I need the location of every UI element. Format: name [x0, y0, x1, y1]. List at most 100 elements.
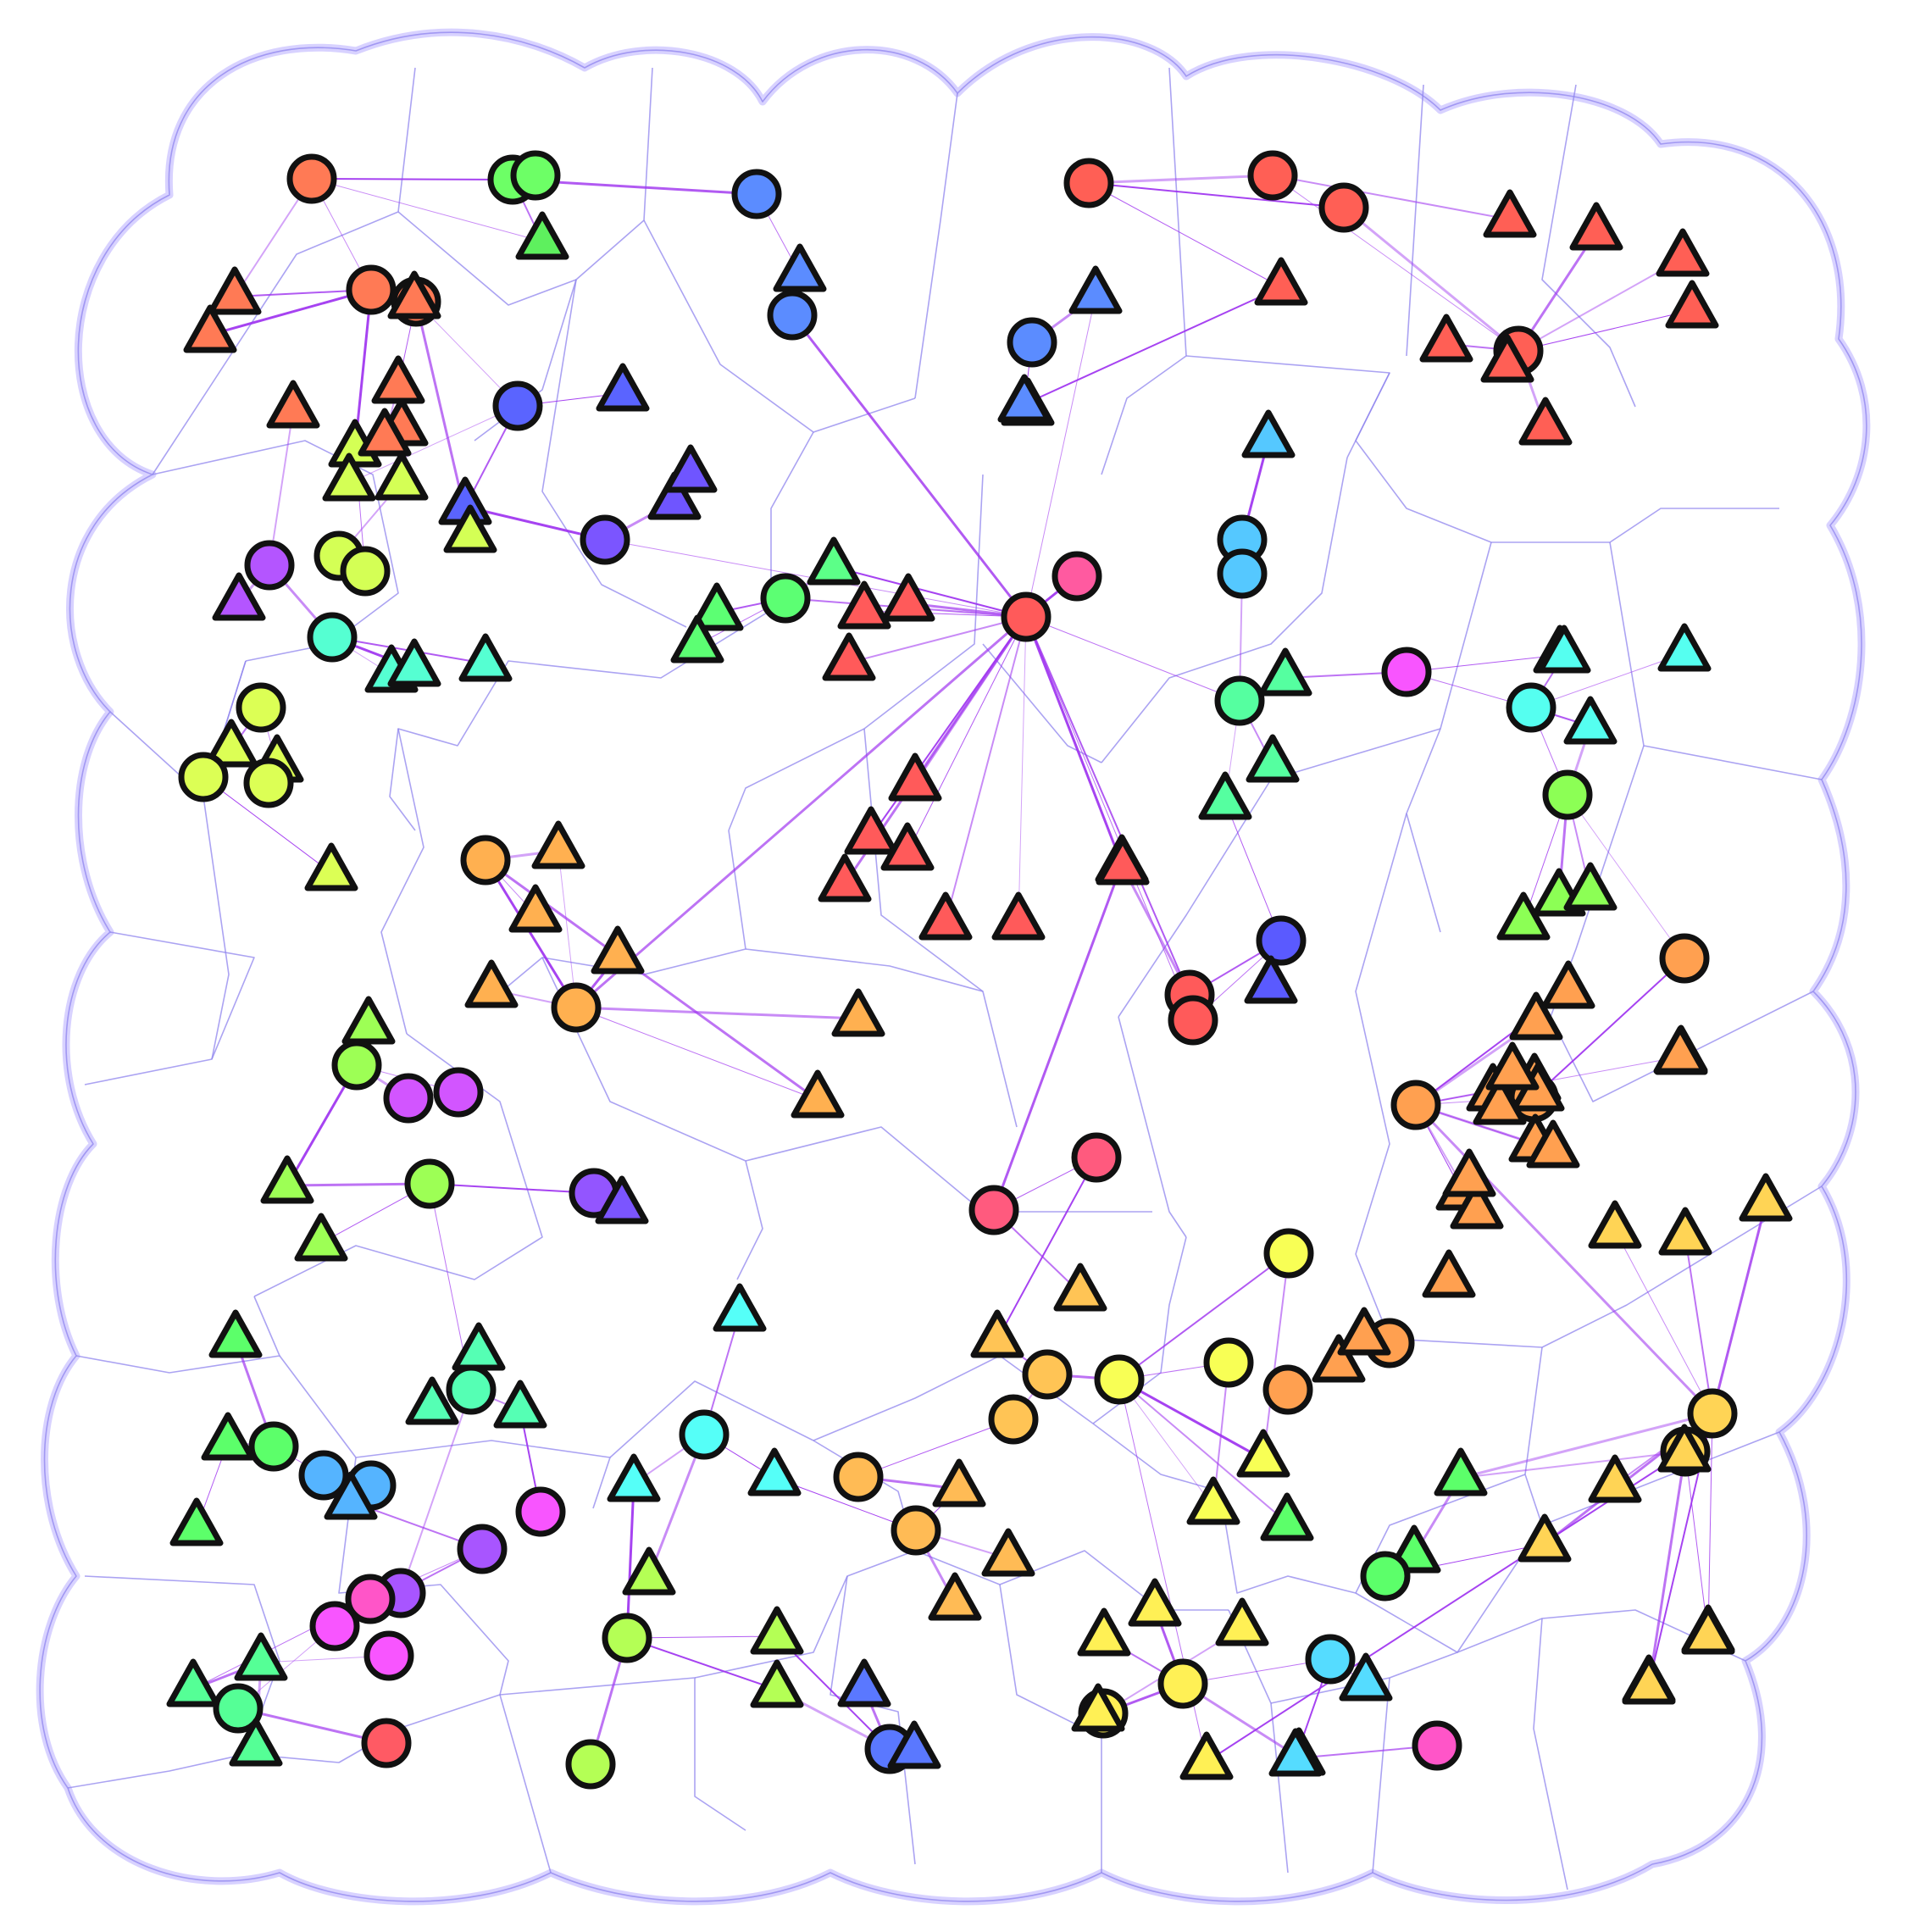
triangle-node-n210[interactable] — [1622, 1656, 1676, 1705]
triangle-node-n149[interactable] — [1739, 1173, 1793, 1222]
circle-node-n5[interactable] — [731, 169, 782, 219]
triangle-node-n161[interactable] — [169, 1497, 224, 1546]
triangle-node-n40[interactable] — [304, 842, 358, 891]
circle-node-n118[interactable] — [433, 1067, 484, 1118]
triangle-node-n76[interactable] — [1244, 955, 1298, 1004]
circle-node-n69[interactable] — [1214, 675, 1265, 726]
triangle-node-n9[interactable] — [183, 304, 237, 353]
triangle-node-n206[interactable] — [1339, 1652, 1393, 1702]
triangle-node-n177[interactable] — [234, 1632, 288, 1681]
triangle-node-n84[interactable] — [991, 891, 1046, 941]
triangle-node-n192[interactable] — [981, 1528, 1035, 1577]
triangle-node-n147[interactable] — [1588, 1200, 1642, 1249]
triangle-node-n43[interactable] — [670, 614, 724, 663]
triangle-node-n137[interactable] — [1312, 1334, 1366, 1383]
triangle-node-n66[interactable] — [1241, 409, 1296, 458]
triangle-node-n139[interactable] — [1337, 1307, 1391, 1356]
circle-node-n125[interactable] — [968, 1185, 1019, 1235]
triangle-node-n123[interactable] — [595, 1175, 649, 1224]
triangle-node-n176[interactable] — [166, 1658, 220, 1707]
triangle-node-n184[interactable] — [622, 1546, 676, 1596]
triangle-node-n196[interactable] — [887, 1720, 941, 1769]
circle-node-n150[interactable] — [1687, 1388, 1738, 1439]
circle-node-n54[interactable] — [1063, 158, 1114, 208]
triangle-node-n121[interactable] — [294, 1213, 348, 1262]
circle-node-n31[interactable] — [307, 612, 358, 663]
triangle-node-n14[interactable] — [266, 380, 320, 429]
circle-node-n75[interactable] — [1256, 915, 1307, 966]
circle-node-n24[interactable] — [580, 514, 630, 565]
triangle-node-n4[interactable] — [515, 211, 569, 260]
triangle-node-n187[interactable] — [750, 1606, 804, 1655]
circle-node-n38[interactable] — [178, 752, 229, 802]
triangle-node-n82[interactable] — [818, 853, 872, 902]
triangle-node-n53[interactable] — [997, 374, 1052, 423]
circle-node-n48[interactable] — [1001, 591, 1052, 642]
circle-node-n157[interactable] — [1360, 1551, 1411, 1602]
triangle-node-n114[interactable] — [791, 1069, 845, 1119]
triangle-node-n112[interactable] — [464, 959, 519, 1008]
triangle-node-n198[interactable] — [1128, 1578, 1182, 1627]
circle-node-n119[interactable] — [404, 1158, 455, 1209]
circle-node-n185[interactable] — [602, 1613, 652, 1663]
circle-node-n130[interactable] — [1094, 1354, 1145, 1405]
triangle-node-n188[interactable] — [750, 1659, 804, 1708]
triangle-node-n51[interactable] — [1068, 265, 1123, 314]
triangle-node-n28[interactable] — [212, 572, 266, 621]
triangle-node-n164[interactable] — [324, 1471, 378, 1520]
triangle-node-n106[interactable] — [1526, 1119, 1580, 1169]
triangle-node-n70[interactable] — [1258, 647, 1312, 697]
triangle-node-n168[interactable] — [493, 1380, 547, 1429]
circle-node-n111[interactable] — [551, 982, 602, 1033]
triangle-node-n19[interactable] — [358, 408, 412, 457]
triangle-node-n128[interactable] — [1053, 1263, 1107, 1312]
circle-node-n136[interactable] — [1262, 1364, 1313, 1415]
triangle-node-n134[interactable] — [1186, 1476, 1240, 1525]
circle-node-n166[interactable] — [446, 1364, 497, 1415]
triangle-node-n25[interactable] — [647, 471, 702, 520]
triangle-node-n135[interactable] — [1260, 1492, 1314, 1541]
triangle-node-n45[interactable] — [837, 580, 891, 630]
triangle-node-n42[interactable] — [690, 582, 744, 631]
circle-node-n159[interactable] — [248, 1421, 299, 1472]
triangle-node-n193[interactable] — [928, 1572, 982, 1621]
circle-node-n116[interactable] — [331, 1040, 382, 1091]
circle-node-n117[interactable] — [383, 1073, 434, 1124]
triangle-node-n115[interactable] — [341, 996, 396, 1045]
circle-node-n52[interactable] — [1007, 317, 1057, 368]
triangle-node-n72[interactable] — [1198, 771, 1252, 820]
triangle-node-n57[interactable] — [1254, 257, 1308, 306]
circle-node-n68[interactable] — [1217, 548, 1268, 599]
triangle-node-n44[interactable] — [807, 536, 861, 586]
circle-node-n55[interactable] — [1247, 150, 1298, 201]
triangle-node-n194[interactable] — [837, 1658, 891, 1707]
triangle-node-n26[interactable] — [663, 444, 718, 493]
circle-node-n174[interactable] — [363, 1630, 414, 1681]
triangle-node-n47[interactable] — [822, 632, 876, 681]
triangle-node-n146[interactable] — [1485, 1041, 1540, 1091]
circle-node-n16[interactable] — [492, 380, 543, 431]
circle-node-n3[interactable] — [510, 150, 561, 201]
triangle-node-n20[interactable] — [322, 452, 376, 502]
circle-node-n89[interactable] — [1506, 682, 1556, 733]
triangle-node-n88[interactable] — [1657, 623, 1712, 672]
circle-node-n101[interactable] — [1390, 1080, 1441, 1130]
circle-node-n41[interactable] — [760, 573, 811, 624]
triangle-node-n63[interactable] — [1419, 314, 1473, 363]
triangle-node-n8[interactable] — [208, 266, 262, 315]
triangle-node-n46[interactable] — [881, 573, 935, 622]
circle-node-n169[interactable] — [515, 1486, 566, 1537]
triangle-node-n58[interactable] — [1483, 189, 1537, 238]
triangle-node-n155[interactable] — [1434, 1447, 1488, 1496]
triangle-node-n21[interactable] — [375, 452, 429, 501]
triangle-node-n167[interactable] — [405, 1376, 459, 1425]
circle-node-n129[interactable] — [988, 1394, 1039, 1445]
triangle-node-n160[interactable] — [201, 1412, 255, 1461]
triangle-node-n197[interactable] — [1077, 1607, 1131, 1657]
triangle-node-n151[interactable] — [1588, 1454, 1642, 1503]
triangle-node-n158[interactable] — [208, 1309, 263, 1358]
circle-node-n78[interactable] — [1168, 995, 1218, 1046]
triangle-node-n86[interactable] — [1096, 836, 1150, 886]
circle-node-n181[interactable] — [679, 1409, 730, 1460]
circle-node-n162[interactable] — [298, 1450, 349, 1501]
